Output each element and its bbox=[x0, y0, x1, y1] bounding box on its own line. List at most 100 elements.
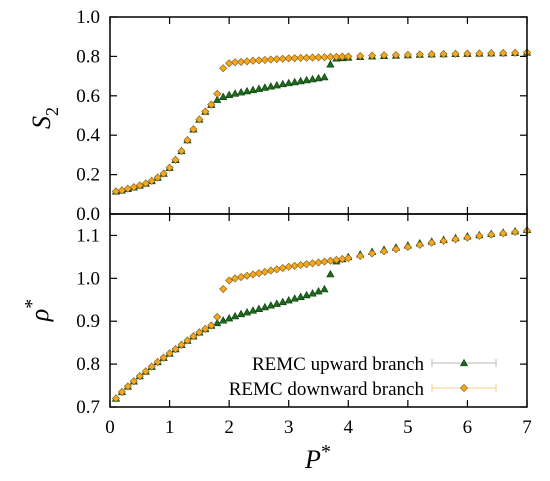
bottom-downward-point bbox=[272, 265, 281, 274]
bottom-downward-point bbox=[129, 377, 138, 386]
top-downward-point bbox=[499, 49, 508, 58]
bottom-upward-point bbox=[284, 295, 293, 304]
bottom-y-tick-label: 1.1 bbox=[76, 225, 100, 246]
bottom-downward-point bbox=[237, 273, 246, 282]
top-downward-point bbox=[141, 179, 150, 188]
top-x-ticks bbox=[109, 17, 528, 214]
bottom-x-tick-label: 4 bbox=[344, 417, 354, 438]
bottom-downward-point bbox=[391, 245, 400, 254]
bottom-downward-point bbox=[117, 387, 126, 397]
top-upward-point bbox=[272, 80, 281, 89]
legend-marker-upward bbox=[459, 358, 469, 367]
bottom-downward-point bbox=[123, 382, 132, 391]
legend-label-downward: REMC downward branch bbox=[229, 379, 425, 400]
top-downward-point bbox=[207, 100, 216, 109]
bottom-downward-point bbox=[225, 276, 234, 285]
x-axis-label: P* bbox=[304, 441, 331, 474]
bottom-downward-point bbox=[147, 362, 156, 371]
bottom-downward-point bbox=[451, 235, 460, 244]
top-downward-point bbox=[380, 51, 389, 60]
top-upward-point bbox=[314, 73, 323, 82]
top-downward-point bbox=[129, 183, 138, 192]
x-axis-label-main: P bbox=[304, 445, 321, 474]
top-y-tick-label: 1.0 bbox=[76, 7, 100, 28]
top-downward-point bbox=[278, 54, 287, 63]
bottom-downward-point bbox=[135, 372, 144, 381]
top-downward-point bbox=[320, 53, 329, 62]
bottom-downward-point bbox=[380, 247, 389, 256]
bottom-downward-point bbox=[308, 259, 317, 268]
top-panel: 0.0 0.2 0.4 0.6 0.8 1.0 S2 bbox=[27, 7, 532, 225]
bottom-downward-point bbox=[415, 240, 424, 249]
top-y-axis-label: S2 bbox=[27, 107, 62, 129]
bottom-upward-point bbox=[230, 311, 240, 320]
bottom-x-tick-label: 6 bbox=[463, 417, 473, 438]
bottom-downward-point bbox=[463, 233, 472, 242]
top-downward-point bbox=[272, 55, 281, 64]
bottom-downward-point bbox=[189, 332, 198, 341]
top-downward-point bbox=[511, 48, 520, 57]
top-downward-point bbox=[344, 52, 353, 61]
top-downward-point bbox=[415, 50, 424, 59]
bottom-y-axis-label-sup: * bbox=[21, 299, 43, 309]
top-panel-frame bbox=[109, 16, 528, 215]
bottom-downward-point bbox=[499, 229, 508, 238]
top-downward-point bbox=[260, 55, 269, 64]
bottom-downward-point bbox=[213, 312, 222, 321]
top-upward-point bbox=[290, 77, 299, 86]
top-downward-point bbox=[326, 52, 335, 62]
top-upward-point bbox=[213, 95, 222, 103]
bottom-downward-point bbox=[141, 367, 150, 376]
top-downward-point bbox=[147, 176, 156, 185]
bottom-downward-point bbox=[153, 357, 162, 366]
bottom-y-tick-label: 1.0 bbox=[76, 268, 100, 289]
bottom-downward-point bbox=[356, 252, 365, 261]
bottom-upward-point bbox=[326, 269, 335, 278]
top-downward-point bbox=[427, 50, 436, 59]
top-upward-point bbox=[260, 83, 269, 91]
top-upward-point bbox=[242, 86, 252, 95]
bottom-downward-point bbox=[290, 261, 299, 270]
bottom-y-tick-label: 0.9 bbox=[76, 311, 100, 332]
top-downward-point bbox=[165, 163, 174, 172]
bottom-upward-point bbox=[248, 306, 258, 314]
top-upward-point bbox=[278, 79, 287, 88]
bottom-downward-point bbox=[302, 260, 311, 269]
legend: REMC upward branch REMC downward branch bbox=[229, 354, 497, 400]
bottom-downward-point bbox=[195, 328, 204, 337]
top-downward-point bbox=[314, 53, 323, 62]
top-downward-point bbox=[356, 51, 365, 61]
top-y-axis-label-main: S bbox=[27, 116, 56, 129]
bottom-upward-point bbox=[254, 304, 264, 312]
top-downward-point bbox=[213, 89, 222, 98]
bottom-upward-point bbox=[278, 297, 287, 306]
top-upward-point bbox=[225, 90, 234, 98]
bottom-downward-point bbox=[260, 267, 269, 276]
bottom-downward-point bbox=[248, 270, 257, 279]
top-downward-point bbox=[403, 50, 412, 59]
bottom-x-ticks: 0 1 2 3 4 5 6 7 bbox=[105, 214, 532, 438]
bottom-upward-point bbox=[260, 302, 269, 311]
top-downward-point bbox=[338, 52, 347, 61]
bottom-upward-point bbox=[296, 292, 305, 300]
bottom-x-tick-label: 1 bbox=[165, 417, 175, 438]
bottom-markers bbox=[111, 225, 532, 403]
top-downward-point bbox=[153, 173, 162, 182]
bottom-downward-point bbox=[171, 345, 180, 354]
top-upward-point bbox=[308, 74, 317, 83]
bottom-y-axis-label: ρ* bbox=[21, 299, 54, 322]
top-downward-point bbox=[308, 53, 317, 62]
top-downward-point bbox=[368, 51, 377, 60]
top-y-tick-label: 0.2 bbox=[76, 165, 100, 186]
top-upward-point bbox=[284, 78, 293, 87]
top-downward-point bbox=[248, 56, 257, 65]
top-downward-point bbox=[266, 55, 275, 64]
bottom-downward-point bbox=[439, 236, 448, 246]
bottom-downward-point bbox=[165, 349, 174, 358]
legend-marker-downward bbox=[459, 383, 469, 393]
bottom-downward-point bbox=[403, 243, 412, 252]
top-y-axis-label-sub: 2 bbox=[42, 107, 62, 116]
bottom-downward-point bbox=[183, 336, 192, 345]
bottom-panel-frame bbox=[109, 213, 528, 408]
